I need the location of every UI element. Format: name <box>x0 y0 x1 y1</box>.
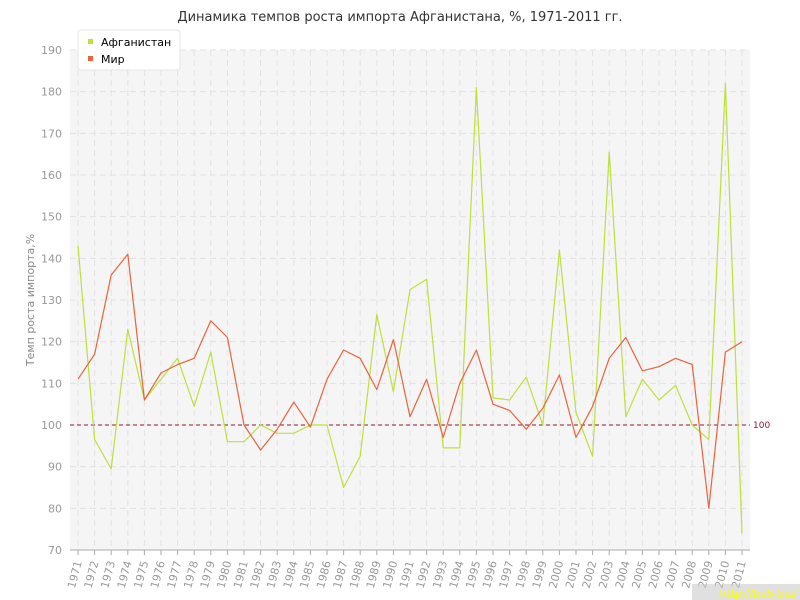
series-line-world <box>77 253 743 509</box>
watermark-text[interactable]: http://be5.biz/ <box>720 587 798 600</box>
y-tick-label: 90 <box>48 461 62 474</box>
y-tick-label: 170 <box>41 127 62 140</box>
y-tick-label: 190 <box>41 44 62 57</box>
y-tick-label: 150 <box>41 211 62 224</box>
chart-title: Динамика темпов роста импорта Афганистан… <box>177 10 622 25</box>
y-tick-label: 160 <box>41 169 62 182</box>
legend: Афганистан Мир <box>77 29 181 71</box>
y-tick-label: 180 <box>41 86 62 99</box>
legend-label-afghanistan: Афганистан <box>101 36 171 49</box>
legend-swatch-world <box>88 56 93 61</box>
y-tick-label: 80 <box>48 502 62 515</box>
y-tick-label: 140 <box>41 252 62 265</box>
legend-swatch-afghanistan <box>88 39 93 44</box>
y-axis-label: Темп роста импорта,% <box>24 234 37 367</box>
legend-label-world: Мир <box>101 53 125 66</box>
reference-line-label: 100 <box>753 421 770 431</box>
y-axis-ticks: 70 80 90 100 110 120 130 140 150 160 170 180 190 <box>41 44 62 557</box>
series-line-afghanistan <box>77 82 743 534</box>
watermark: http://be5.biz/ <box>692 584 800 600</box>
y-tick-label: 110 <box>41 377 62 390</box>
x-axis-ticks: 1971197219731974197519761977197819791980… <box>65 550 749 590</box>
series-group <box>77 82 743 534</box>
y-tick-label: 130 <box>41 294 62 307</box>
y-tick-label: 70 <box>48 544 62 557</box>
y-tick-label: 120 <box>41 336 62 349</box>
y-tick-label: 100 <box>41 419 62 432</box>
legend-box <box>77 29 181 71</box>
